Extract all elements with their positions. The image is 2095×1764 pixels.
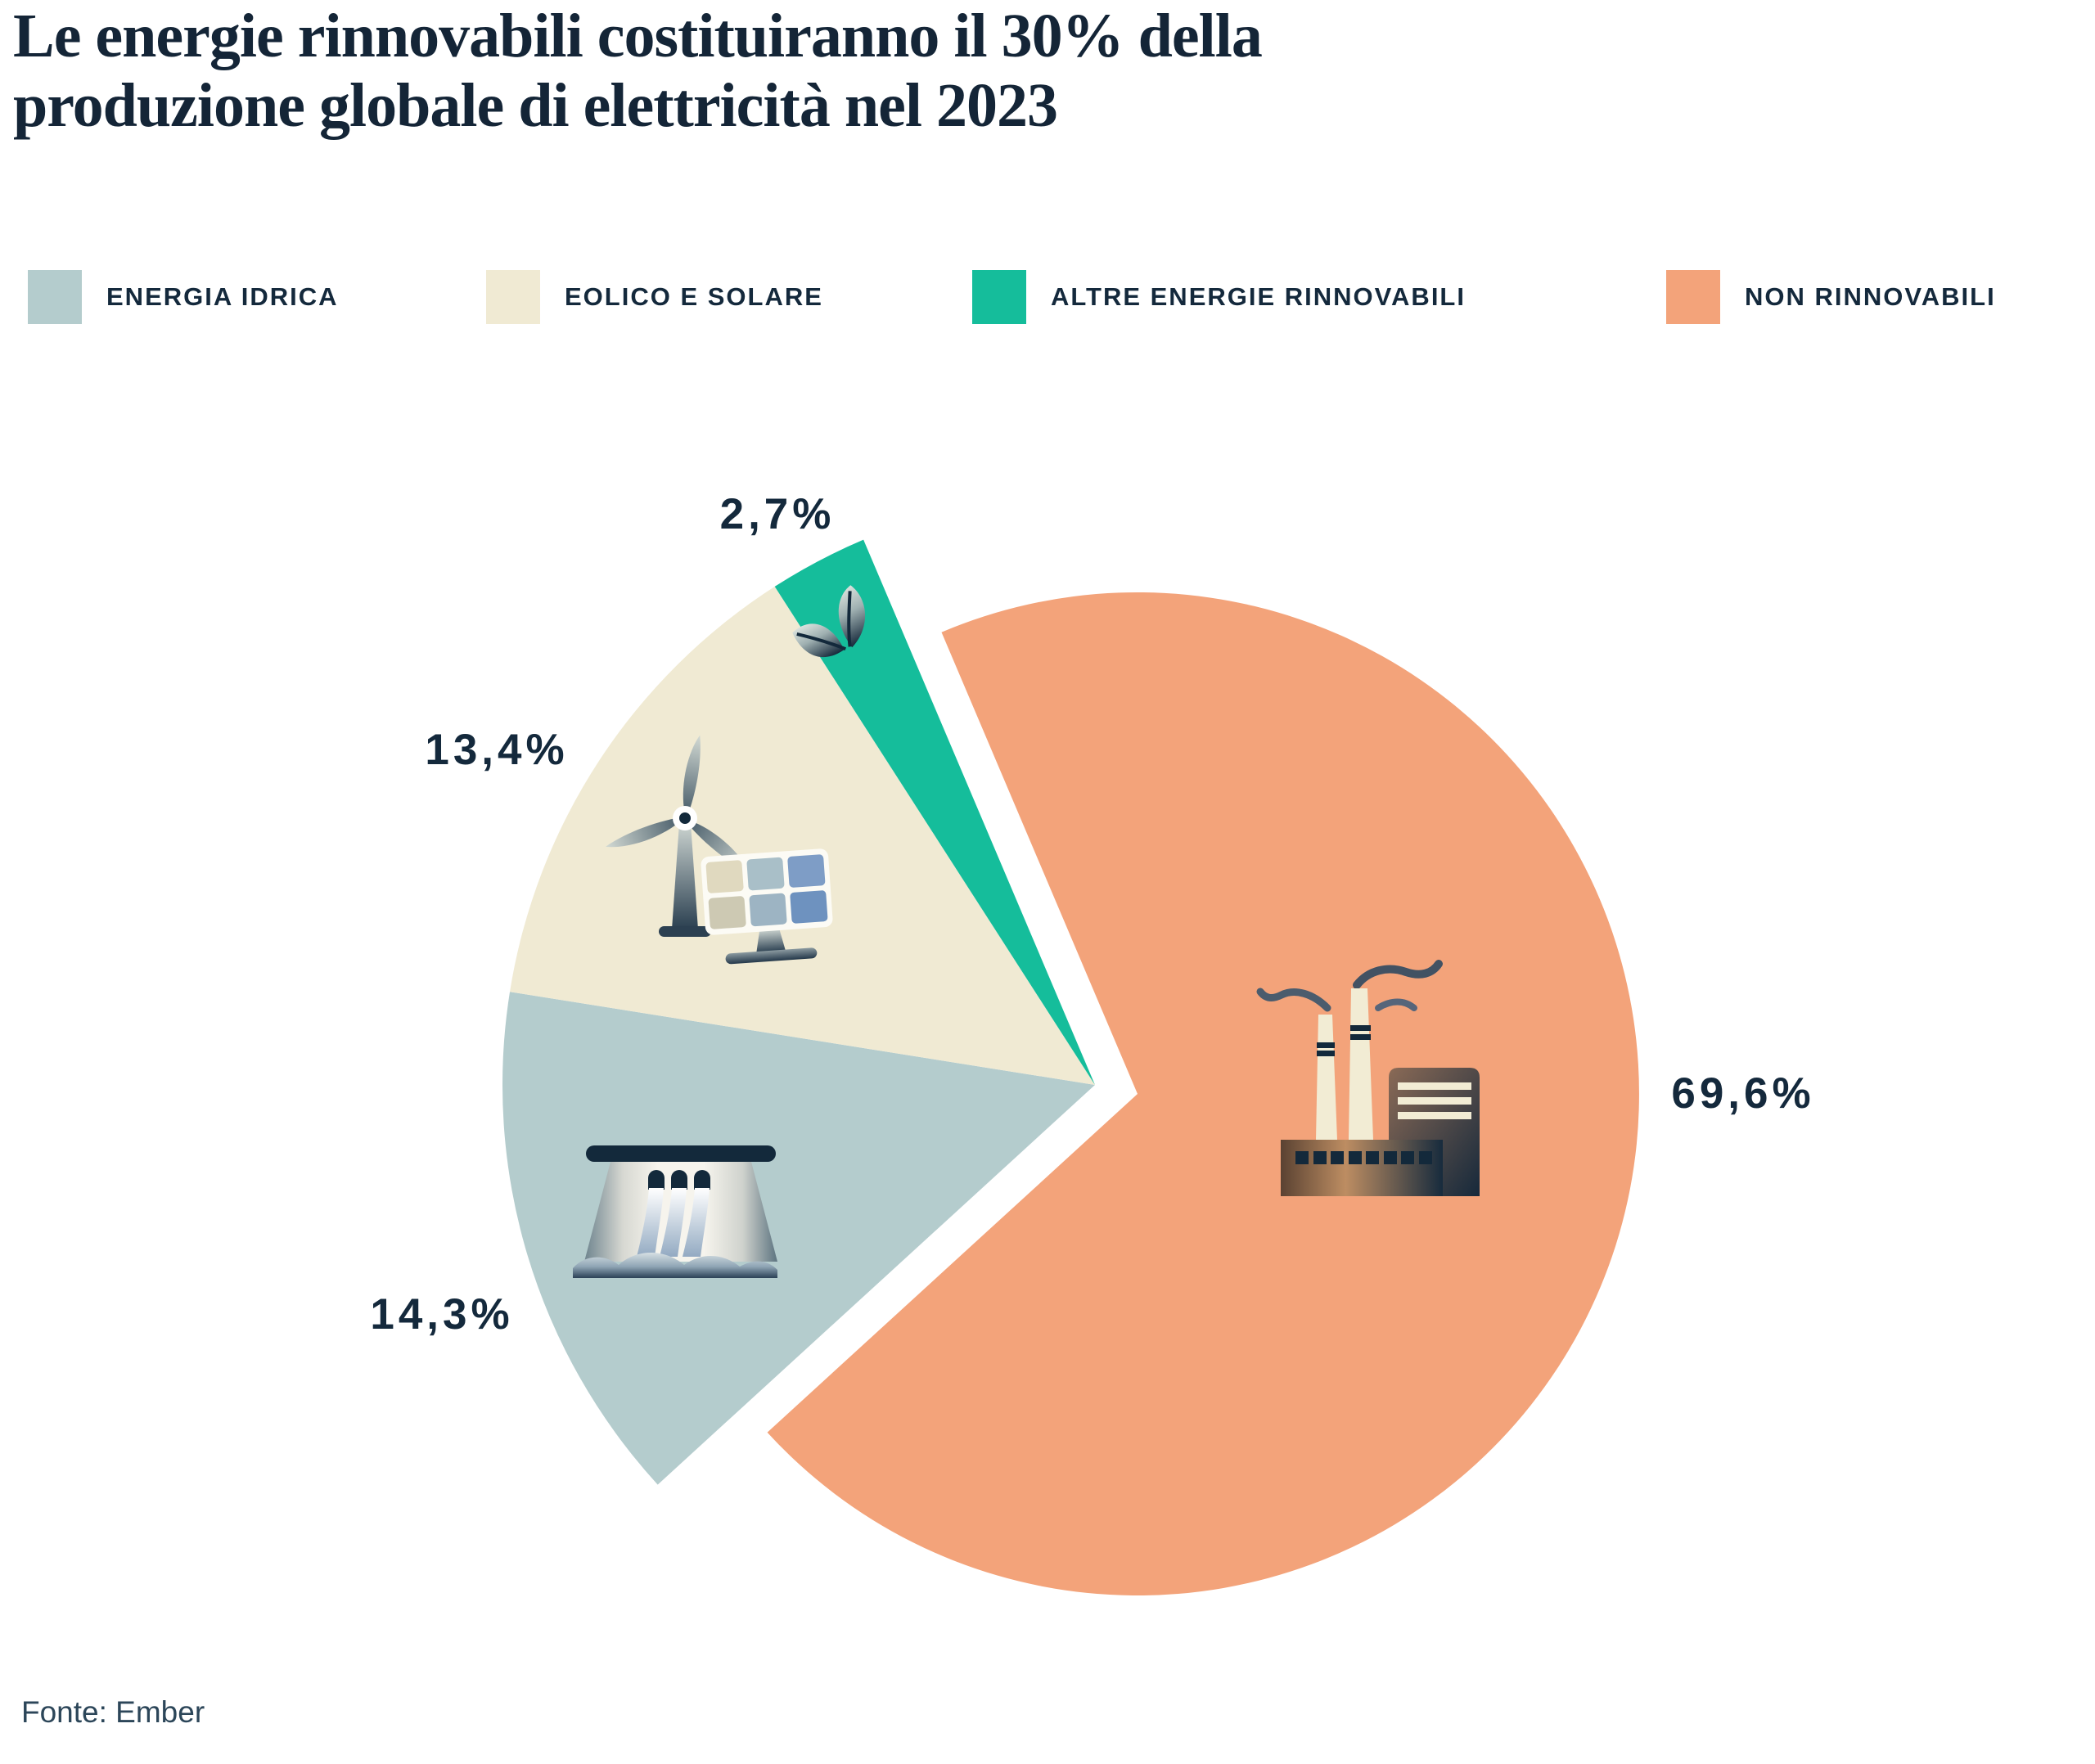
- legend-item-energia-idrica: ENERGIA IDRICA: [28, 270, 338, 324]
- factory-windows: [1295, 1151, 1432, 1164]
- legend-item-altre-rinnovabili: ALTRE ENERGIE RINNOVABILI: [972, 270, 1466, 324]
- pie-slice-energia-idrica: [502, 992, 1095, 1485]
- pie-slice-non-rinnovabili: [767, 592, 1639, 1595]
- solar-cells: [705, 854, 828, 929]
- legend-item-eolico-e-solare: EOLICO E SOLARE: [486, 270, 823, 324]
- legend-swatch-eolico-e-solare: [486, 270, 540, 324]
- slice-value-label-altre-rinnovabili: 2,7%: [720, 490, 836, 538]
- pie-slices: [502, 539, 1639, 1595]
- pie-slice-altre-energie-rinnovabili: [774, 539, 1095, 1085]
- factory-icon: [1256, 960, 1480, 1196]
- legend-swatch-energia-idrica: [28, 270, 82, 324]
- source-note: Fonte: Ember: [21, 1695, 205, 1729]
- legend-swatch-altre-rinnovabili: [972, 270, 1026, 324]
- pie-slice-eolico-e-solare: [510, 586, 1095, 1085]
- slice-value-label-eolico-e-solare: 13,4%: [425, 726, 568, 774]
- title-line-1: Le energie rinnovabili costituiranno il …: [13, 2, 1263, 70]
- legend-item-non-rinnovabili: NON RINNOVABILI: [1666, 270, 1996, 324]
- slice-value-label-energia-idrica: 14,3%: [370, 1290, 513, 1339]
- dam-arches: [648, 1170, 710, 1190]
- legend-label: EOLICO E SOLARE: [565, 282, 823, 311]
- legend-label: ALTRE ENERGIE RINNOVABILI: [1051, 282, 1466, 311]
- smoke: [1256, 960, 1443, 1012]
- title-line-2: produzione globale di elettricità nel 20…: [13, 71, 1058, 141]
- page-title: Le energie rinnovabili costituiranno il …: [13, 2, 1290, 141]
- leaf-icon: [792, 585, 866, 658]
- legend-label: NON RINNOVABILI: [1745, 282, 1996, 311]
- solar-panel-icon: [701, 848, 833, 965]
- slice-value-label-non-rinnovabili: 69,6%: [1671, 1069, 1814, 1118]
- legend-label: ENERGIA IDRICA: [106, 282, 339, 311]
- dam-water-streams: [637, 1188, 710, 1257]
- legend-swatch-non-rinnovabili: [1666, 270, 1720, 324]
- dam-icon: [573, 1145, 777, 1278]
